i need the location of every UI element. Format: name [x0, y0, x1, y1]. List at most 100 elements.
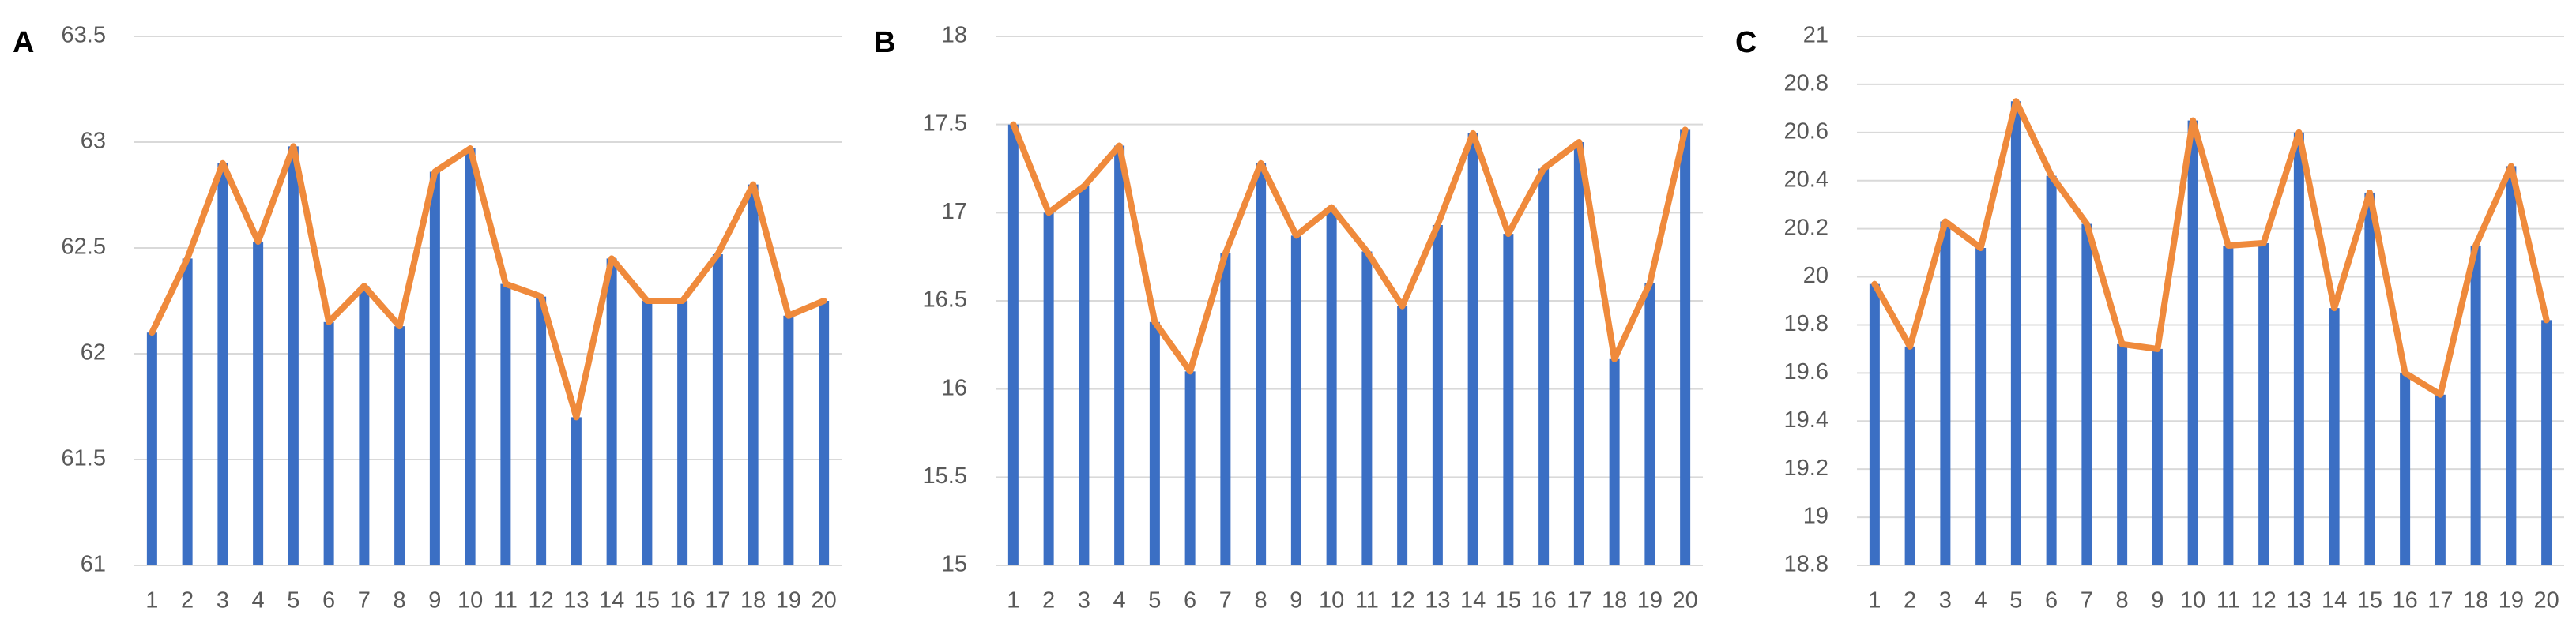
bar: [748, 184, 759, 565]
x-tick-label: 8: [2116, 588, 2129, 614]
y-tick-label: 20.6: [1784, 118, 1828, 144]
bar: [1007, 124, 1019, 565]
x-tick-label: 9: [428, 588, 441, 614]
bar: [1869, 283, 1880, 565]
y-tick-label: 20: [1803, 263, 1828, 288]
bar: [217, 163, 228, 566]
y-tick-label: 20.8: [1784, 71, 1828, 96]
x-tick-label: 19: [776, 588, 801, 614]
x-tick-label: 20: [2533, 588, 2559, 614]
line: [1010, 121, 1689, 375]
y-tick-label: 19.8: [1784, 311, 1828, 336]
bar: [2117, 343, 2128, 565]
x-tick-label: 8: [394, 588, 406, 614]
x-tick-label: 4: [1975, 588, 1987, 614]
bar: [253, 241, 264, 565]
x-tick-label: 2: [1904, 588, 1916, 614]
y-tick-label: 16.5: [923, 287, 967, 313]
y-tick-label: 62.5: [62, 235, 106, 260]
x-tick-label: 4: [1113, 588, 1126, 614]
line: [1871, 98, 2550, 398]
bar: [1397, 306, 1408, 565]
y-tick-label: 18.8: [1784, 552, 1828, 577]
bar: [1290, 235, 1301, 565]
x-tick-label: 14: [599, 588, 624, 614]
bar: [500, 283, 511, 565]
bar: [677, 301, 688, 565]
x-tick-label: 10: [2180, 588, 2205, 614]
x-tick-label: 6: [2045, 588, 2058, 614]
x-tick-label: 3: [1078, 588, 1090, 614]
x-tick-label: 6: [1184, 588, 1196, 614]
bar: [606, 258, 617, 565]
x-tick-label: 2: [181, 588, 194, 614]
bar: [465, 148, 476, 566]
y-tick-label: 18: [942, 23, 967, 48]
y-tick-label: 61: [81, 552, 106, 577]
bar: [1432, 224, 1443, 565]
x-tick-label: 10: [458, 588, 483, 614]
y-tick-label: 21: [1803, 23, 1828, 48]
y-tick-label: 62: [81, 340, 106, 366]
y-tick-label: 19.6: [1784, 359, 1828, 385]
y-tick-label: 17: [942, 199, 967, 224]
bar: [288, 146, 299, 566]
x-tick-label: 16: [1531, 588, 1556, 614]
x-tick-label: 15: [1496, 588, 1521, 614]
bar: [146, 332, 157, 565]
x-tick-label: 2: [1042, 588, 1055, 614]
y-tick-label: 15: [942, 552, 967, 577]
y-tick-label: 15.5: [923, 463, 967, 489]
bar: [2046, 175, 2057, 566]
bar: [2293, 132, 2304, 565]
bar: [1361, 251, 1373, 565]
x-tick-label: 8: [1255, 588, 1267, 614]
x-tick-label: 3: [1939, 588, 1952, 614]
bar: [2010, 101, 2021, 565]
x-tick-label: 7: [1219, 588, 1232, 614]
x-tick-label: 12: [2250, 588, 2276, 614]
bar: [1680, 129, 1691, 565]
bar: [2152, 348, 2163, 565]
bar: [2258, 242, 2269, 565]
x-tick-label: 5: [1148, 588, 1161, 614]
bar: [1326, 207, 1337, 565]
x-tick-label: 5: [287, 588, 299, 614]
bar: [182, 258, 193, 565]
x-tick-label: 12: [528, 588, 553, 614]
x-tick-label: 19: [2499, 588, 2524, 614]
x-tick-label: 6: [322, 588, 335, 614]
bar: [359, 286, 370, 565]
bar: [1079, 186, 1090, 566]
y-tick-label: 17.5: [923, 111, 967, 136]
bar: [2470, 245, 2481, 565]
bar: [2081, 223, 2092, 565]
bar: [2223, 245, 2234, 565]
bar: [2329, 308, 2340, 565]
bar: [1184, 371, 1196, 565]
y-tick-label: 19.2: [1784, 456, 1828, 481]
panel-label: B: [874, 26, 895, 59]
x-tick-label: 17: [2427, 588, 2453, 614]
y-tick-label: 63.5: [62, 23, 106, 48]
bar: [2364, 192, 2375, 566]
x-tick-label: 20: [811, 588, 836, 614]
bar: [819, 301, 830, 565]
x-tick-label: 18: [1602, 588, 1627, 614]
bar: [1467, 133, 1478, 566]
x-tick-label: 13: [1425, 588, 1450, 614]
x-tick-label: 7: [358, 588, 371, 614]
x-tick-label: 3: [217, 588, 229, 614]
y-tick-label: 20.4: [1784, 167, 1828, 192]
bar: [783, 315, 794, 565]
x-tick-label: 16: [669, 588, 695, 614]
x-tick-label: 5: [2009, 588, 2022, 614]
x-tick-label: 18: [2463, 588, 2488, 614]
y-tick-label: 16: [942, 375, 967, 400]
bar: [1149, 321, 1160, 565]
x-tick-label: 16: [2392, 588, 2417, 614]
x-tick-label: 17: [1566, 588, 1591, 614]
x-tick-label: 13: [563, 588, 589, 614]
panel-label: A: [13, 26, 34, 59]
